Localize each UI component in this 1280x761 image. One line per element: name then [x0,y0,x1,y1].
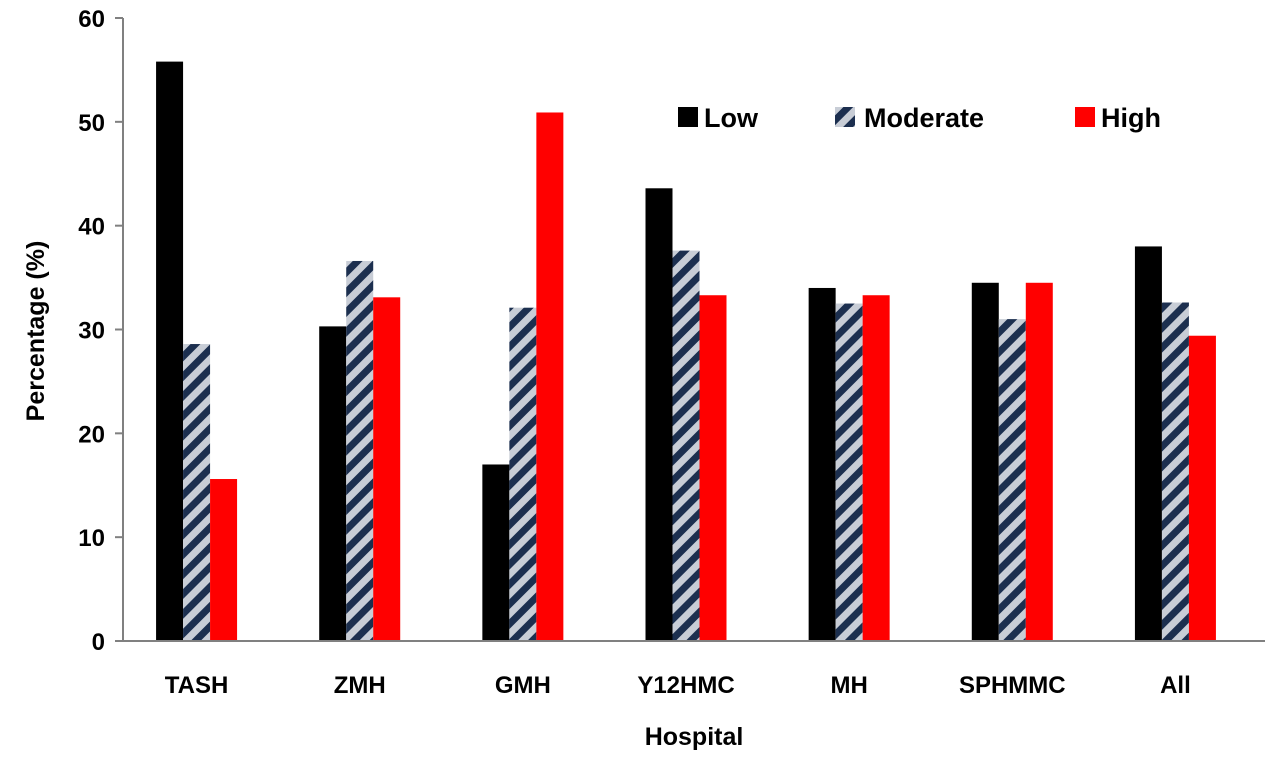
y-tick-label: 60 [78,6,105,33]
bar-gmh-moderate [509,307,537,641]
bar-sphmmc-low [971,282,999,641]
y-tick-label: 0 [92,629,105,656]
y-axis-title: Percentage (%) [22,241,50,422]
legend-swatch-moderate [835,107,855,127]
legend: Low Moderate High [678,103,1161,133]
x-tick-label: TASH [165,672,229,699]
bar-y12hmc-moderate [672,250,700,641]
bar-gmh-low [482,464,510,641]
bar-zmh-moderate [346,260,374,641]
legend-label-low: Low [704,103,759,133]
legend-label-high: High [1101,103,1161,133]
bar-mh-moderate [835,303,863,641]
y-tick-label: 20 [78,421,105,448]
bar-zmh-high [373,297,401,641]
legend-swatch-low [678,107,698,127]
bar-all-moderate [1161,302,1189,641]
legend-label-moderate: Moderate [864,103,984,133]
x-tick-label: All [1160,672,1191,699]
bar-y12hmc-high [699,295,727,641]
axes [122,18,1265,642]
x-tick-label: GMH [495,672,551,699]
y-tick-label: 40 [78,214,105,241]
bar-mh-high [862,295,890,641]
y-axis-ticks: 0 10 20 30 40 50 60 [78,6,123,656]
bar-zmh-low [319,326,347,641]
y-tick-label: 10 [78,525,105,552]
bar-all-low [1134,246,1162,641]
legend-swatch-high [1075,107,1095,127]
bar-tash-high [210,479,238,641]
x-tick-label: SPHMMC [959,672,1066,699]
bar-tash-low [156,61,184,642]
bar-all-high [1188,335,1216,641]
x-axis-ticks: TASH ZMH GMH Y12HMC MH SPHMMC All [165,672,1191,699]
x-tick-label: MH [830,672,867,699]
bar-tash-moderate [183,344,211,641]
bar-y12hmc-low [645,188,673,641]
bar-sphmmc-moderate [998,319,1026,641]
x-tick-label: Y12HMC [637,672,734,699]
bar-mh-low [808,287,836,641]
bar-gmh-high [536,112,564,641]
bar-sphmmc-high [1025,282,1053,641]
x-tick-label: ZMH [334,672,386,699]
bars [156,61,1216,642]
y-tick-label: 30 [78,318,105,345]
x-axis-title: Hospital [645,723,744,751]
y-tick-label: 50 [78,110,105,137]
